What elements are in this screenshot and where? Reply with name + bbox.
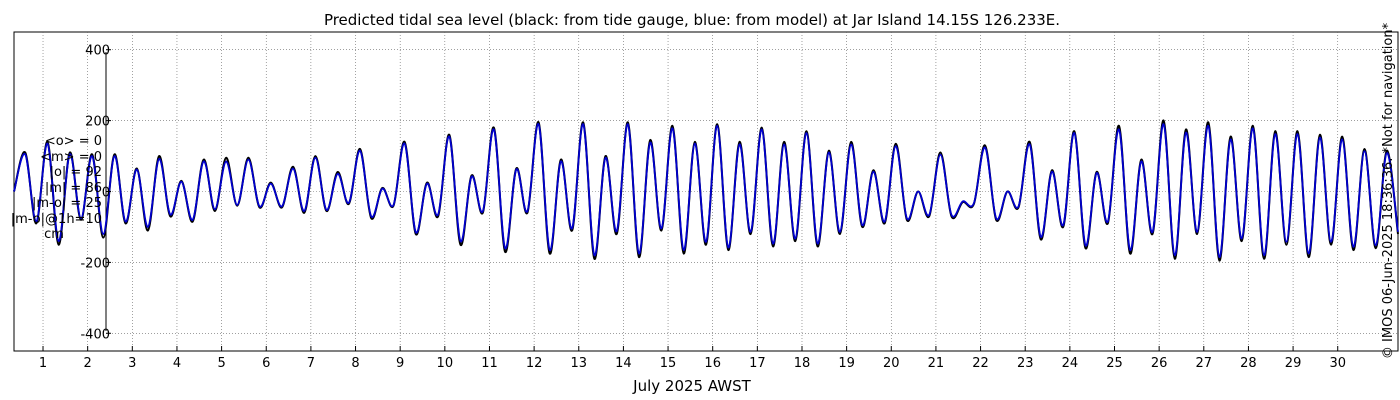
x-tick-label: 16 [704,356,721,371]
statistics-panel: <o> = 0 <m> = 0 |o| = 92 |m| = 86 |m-o| … [10,134,102,243]
stat-abs-observed: |o| = 92 [49,165,102,180]
x-tick-label: 6 [262,356,270,371]
stat-mean-observed: <o> = 0 [44,134,102,149]
x-tick-label: 27 [1196,356,1213,371]
x-tick-label: 20 [883,356,900,371]
y-tick-label: 0 [102,186,110,201]
x-tick-label: 26 [1151,356,1168,371]
x-tick-label: 5 [217,356,225,371]
x-tick-label: 28 [1240,356,1257,371]
series-layer [13,119,1399,262]
x-tick-label: 14 [615,356,632,371]
y-tick-label: -400 [80,327,110,342]
x-tick-label: 1 [39,356,47,371]
grid-layer [42,32,1398,351]
x-tick-label: 8 [351,356,359,371]
x-tick-label: 7 [307,356,315,371]
x-tick-label: 13 [570,356,587,371]
x-tick-label: 9 [396,356,404,371]
x-tick-label: 2 [84,356,92,371]
x-tick-label: 3 [128,356,136,371]
stat-mean-model: <m> = 0 [40,149,102,165]
x-axis-label: July 2025 AWST [632,377,751,395]
series-line-model [13,123,1399,259]
tick-layer: 1 2 3 4 5 6 7 8 9 10 11 12 13 14 15 16 17 18 19 20 21 22 23 24 2… [39,44,1346,371]
x-tick-label: 4 [173,356,181,371]
y-tick-label: -200 [80,256,110,271]
stat-unit: cm [44,227,64,242]
stat-abs-difference: |m-o| = 25 [31,196,102,211]
stat-difference-1h: |m-o|@1h=10 [10,211,102,227]
copyright-note: © IMOS 06-Jun-2025 18:36:36. *Not for na… [1381,22,1396,359]
x-tick-label: 11 [481,356,498,371]
stat-abs-model: |m| = 86 [44,180,102,196]
x-tick-label: 19 [838,356,855,371]
x-tick-label: 23 [1017,356,1034,371]
x-tick-label: 17 [749,356,766,371]
x-tick-label: 21 [928,356,945,371]
x-tick-label: 30 [1329,356,1346,371]
x-tick-label: 24 [1062,356,1079,371]
x-tick-label: 10 [437,356,454,371]
x-tick-label: 22 [972,356,989,371]
y-tick-label: 200 [85,115,110,130]
y-tick-label: 400 [85,44,110,59]
x-tick-label: 25 [1106,356,1123,371]
x-tick-label: 29 [1285,356,1302,371]
x-tick-label: 15 [660,356,677,371]
x-tick-label: 18 [794,356,811,371]
x-tick-label: 12 [526,356,543,371]
chart-title: Predicted tidal sea level (black: from t… [324,11,1060,29]
